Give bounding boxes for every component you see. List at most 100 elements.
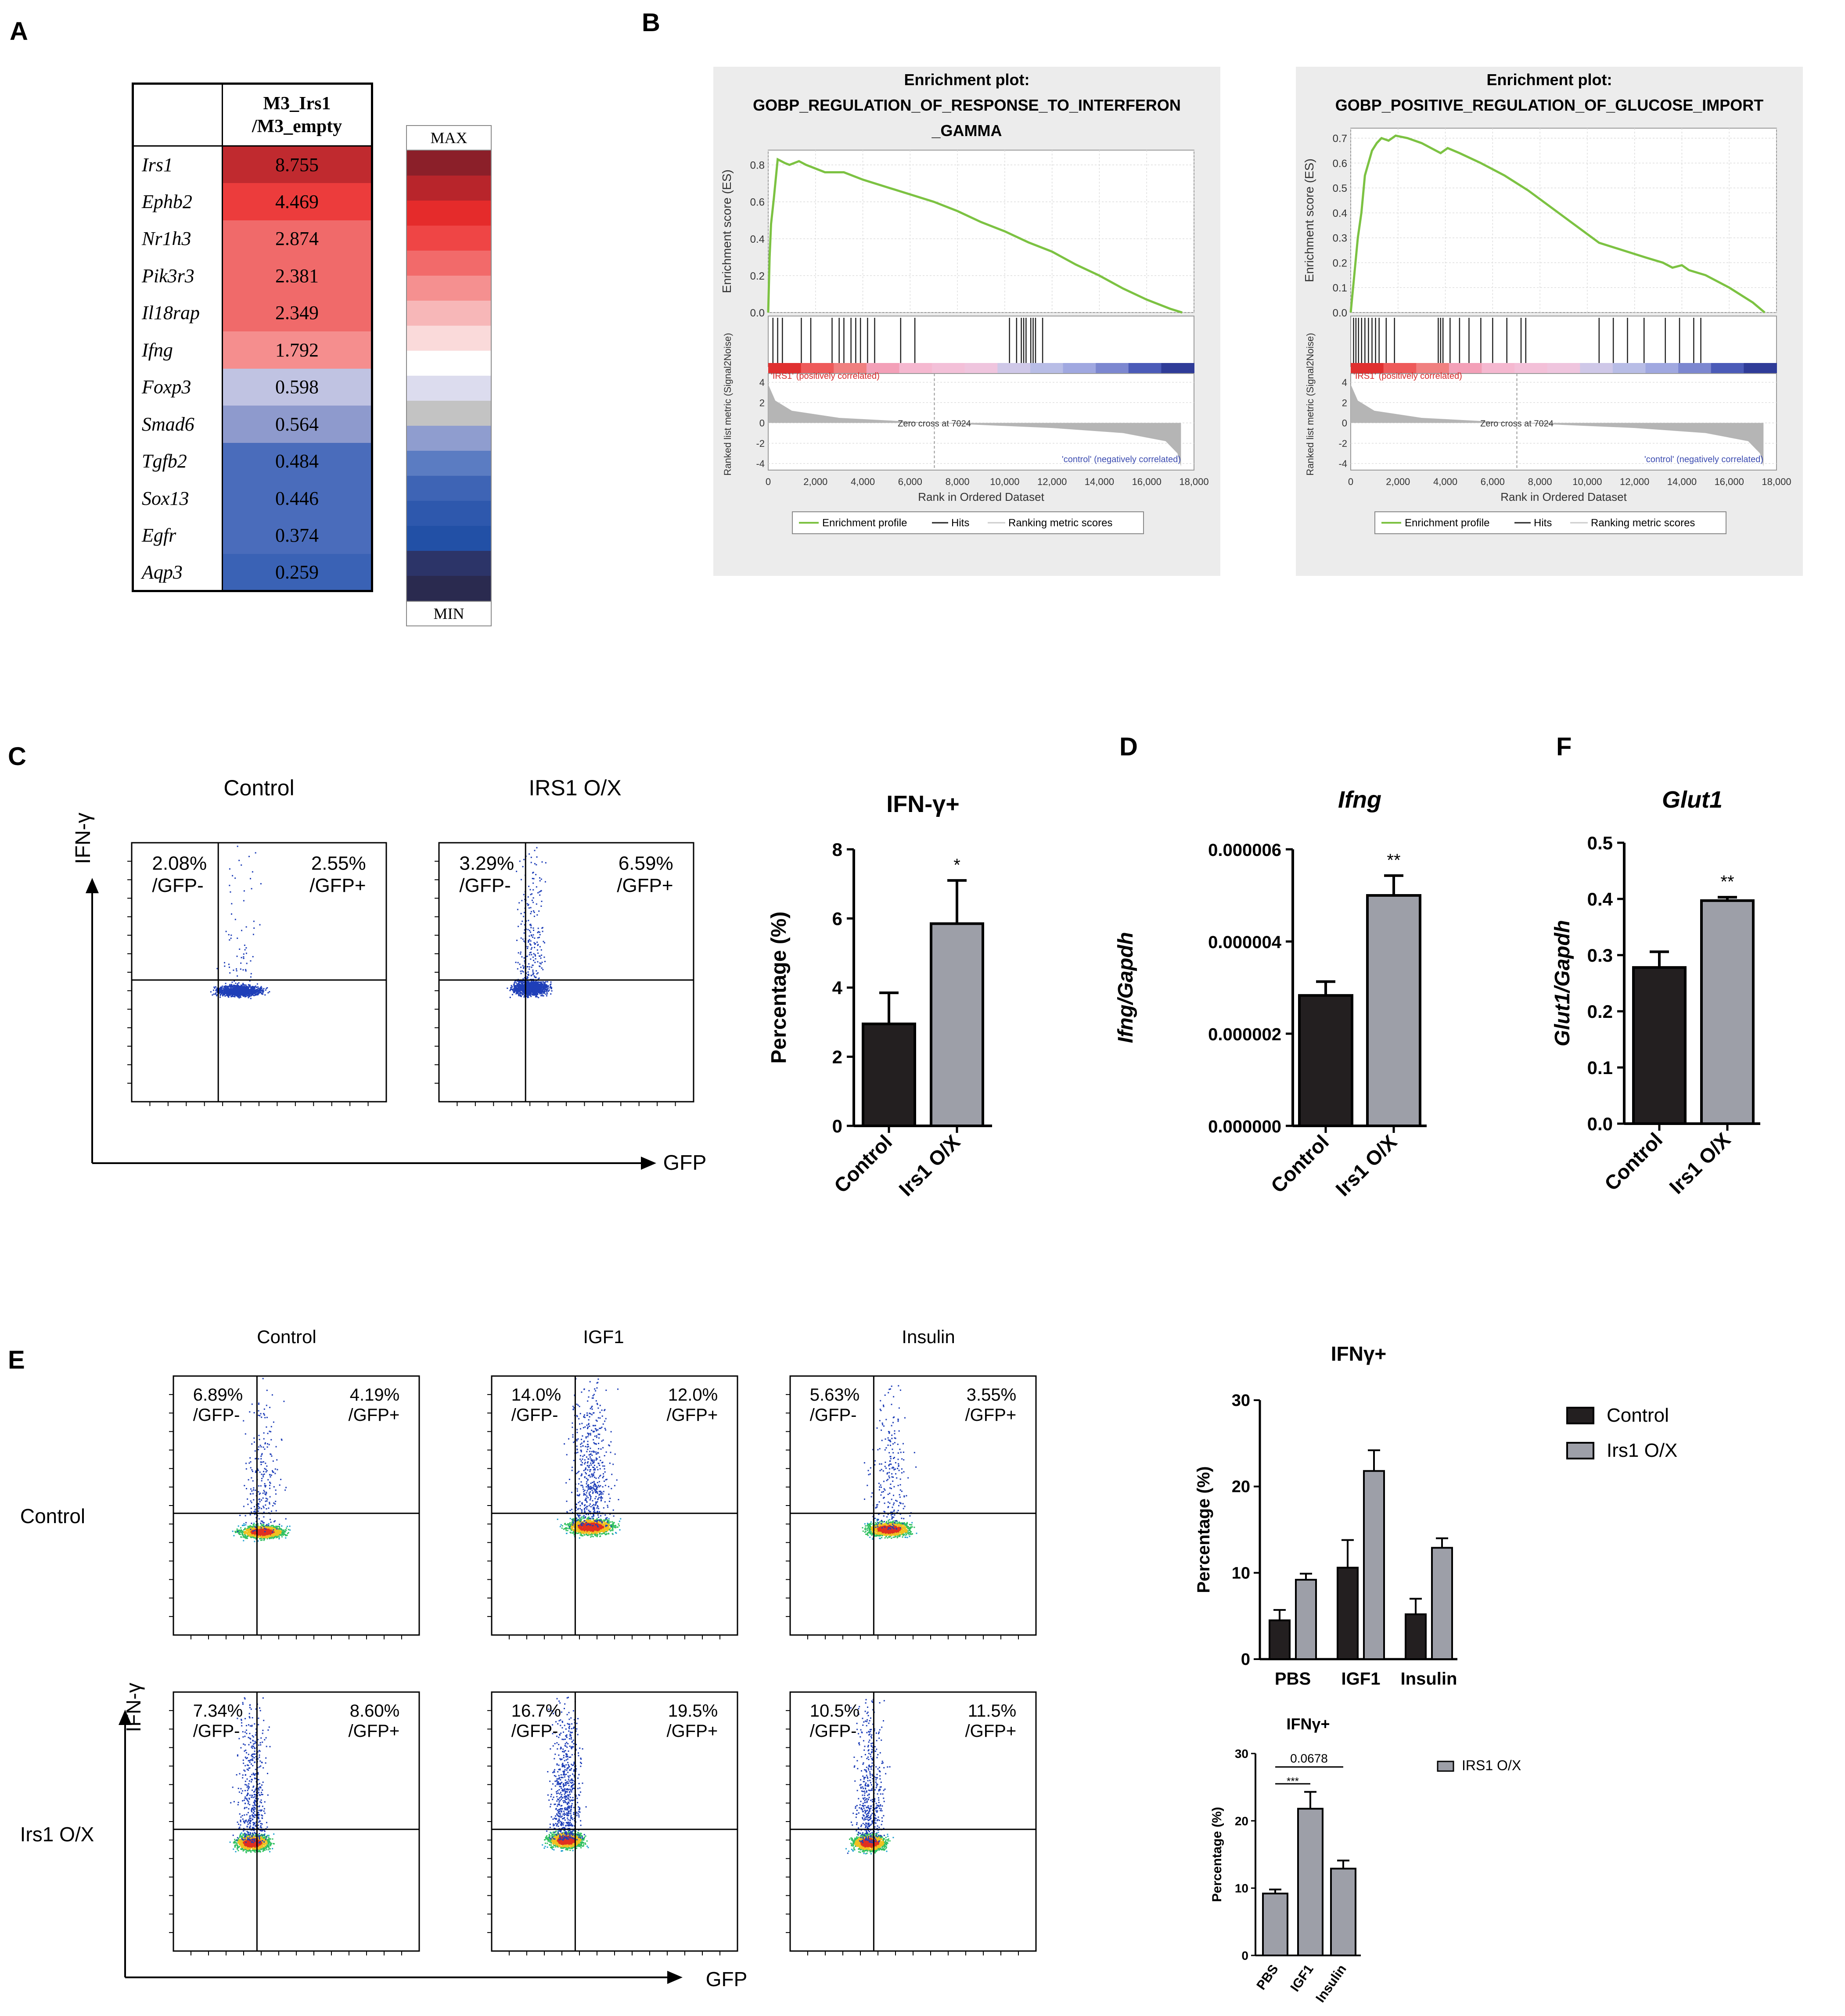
flow-dot: [534, 850, 536, 852]
flow-dot: [270, 1431, 272, 1433]
flow-dot: [258, 1415, 259, 1416]
flow-dot: [252, 1527, 253, 1529]
flow-dot: [234, 877, 236, 879]
rank-xtick: 6,000: [898, 476, 922, 487]
flow-dot: [513, 988, 514, 990]
flow-dot: [263, 1534, 265, 1535]
flow-dot: [252, 994, 253, 996]
flow-dot: [260, 1531, 262, 1532]
flow-dot: [262, 1526, 263, 1527]
flow-dot: [528, 988, 529, 989]
flow-dot: [270, 1454, 272, 1455]
flow-dot: [284, 1531, 285, 1532]
flow-dot: [527, 946, 529, 948]
bar-chart-title: Glut1: [1662, 787, 1723, 813]
flow-dot: [247, 1532, 248, 1534]
flow-dot: [513, 986, 515, 988]
flow-dot: [262, 1527, 263, 1529]
flow-dot: [247, 989, 248, 991]
flow-dot: [517, 968, 518, 970]
flow-dot: [528, 940, 529, 942]
flow-dot: [253, 991, 255, 993]
flow-dot: [215, 992, 217, 994]
flow-dot: [536, 996, 538, 998]
es-ytick: 0.6: [1333, 158, 1347, 169]
flow-dot: [234, 987, 236, 989]
flow-dot: [532, 974, 534, 975]
flow-dot: [245, 984, 247, 986]
positive-label: 'IRS1' (positively correlated): [771, 371, 880, 381]
flow-dot: [258, 1530, 259, 1531]
flow-dot: [252, 1524, 254, 1526]
flow-dot: [233, 969, 234, 971]
rank-gradient-segment: [834, 363, 867, 374]
flow-dot: [232, 995, 234, 997]
flow-dot: [540, 981, 542, 983]
flow-dot: [250, 976, 252, 978]
flow-dot: [258, 1402, 259, 1404]
zero-cross-label: Zero cross at 7024: [1480, 419, 1554, 429]
flow-dot: [240, 988, 241, 989]
flow-dot: [222, 994, 223, 996]
flow-dot: [230, 984, 232, 985]
flow-dot: [259, 1534, 261, 1536]
flow-dot: [531, 967, 532, 968]
flow-dot: [215, 986, 216, 988]
flow-dot: [258, 1534, 260, 1535]
flow-dot: [532, 889, 534, 891]
flow-dot: [518, 952, 519, 954]
flow-dot: [534, 984, 536, 985]
bar-category-label: Irs1 O/X: [1331, 1130, 1401, 1200]
flow-dot: [282, 1534, 284, 1535]
flow-dot: [227, 995, 229, 996]
rank-gradient-segment: [932, 363, 965, 374]
flow-dot: [237, 1530, 239, 1531]
flow-dot: [277, 1531, 278, 1533]
flow-dot: [251, 1511, 252, 1513]
flow-dot: [518, 985, 519, 987]
flow-dot: [532, 971, 534, 973]
flow-dot: [529, 991, 530, 993]
flow-dot: [548, 987, 550, 989]
es-ytick: 0.3: [1333, 233, 1347, 244]
quadrant-ur-pct: 6.59%: [619, 853, 673, 874]
flow-dot: [263, 1507, 265, 1509]
flow-dot: [537, 892, 539, 894]
flow-dot: [530, 907, 532, 909]
flow-dot: [243, 1420, 245, 1422]
flow-dot: [522, 984, 524, 986]
flow-dot: [264, 1538, 266, 1539]
flow-dot: [216, 995, 218, 996]
flow-dot: [264, 1525, 266, 1527]
flow-dot: [243, 900, 245, 902]
flow-dot: [532, 985, 534, 987]
x-axis-arrowhead: [641, 1157, 656, 1170]
flow-dot: [517, 909, 518, 910]
flow-dot: [529, 988, 531, 990]
flow-dot: [250, 1488, 252, 1490]
flow-dot: [527, 948, 529, 949]
flow-dot: [519, 988, 521, 989]
flow-dot: [265, 1537, 267, 1538]
flow-dot: [262, 1520, 263, 1522]
flow-dot: [516, 939, 518, 941]
flow-dot: [525, 986, 527, 988]
flow-dot: [250, 960, 252, 962]
flow-dot: [243, 992, 245, 993]
flow-dot: [280, 1533, 281, 1534]
rank-xtick: 16,000: [1715, 476, 1744, 487]
flow-dot: [550, 987, 552, 989]
flow-dot: [264, 1417, 266, 1419]
flow-dot: [271, 1534, 273, 1536]
flow-dot: [258, 1518, 260, 1520]
flow-dot: [539, 937, 540, 938]
flow-dot: [258, 990, 259, 992]
flow-dot: [250, 1527, 252, 1528]
flow-dot: [250, 1500, 252, 1502]
flow-dot: [227, 989, 228, 991]
flow-dot: [533, 993, 535, 995]
flow-dot: [249, 1535, 251, 1537]
flow-dot: [239, 990, 241, 992]
flow-dot: [518, 988, 520, 990]
flow-dot: [256, 987, 257, 988]
